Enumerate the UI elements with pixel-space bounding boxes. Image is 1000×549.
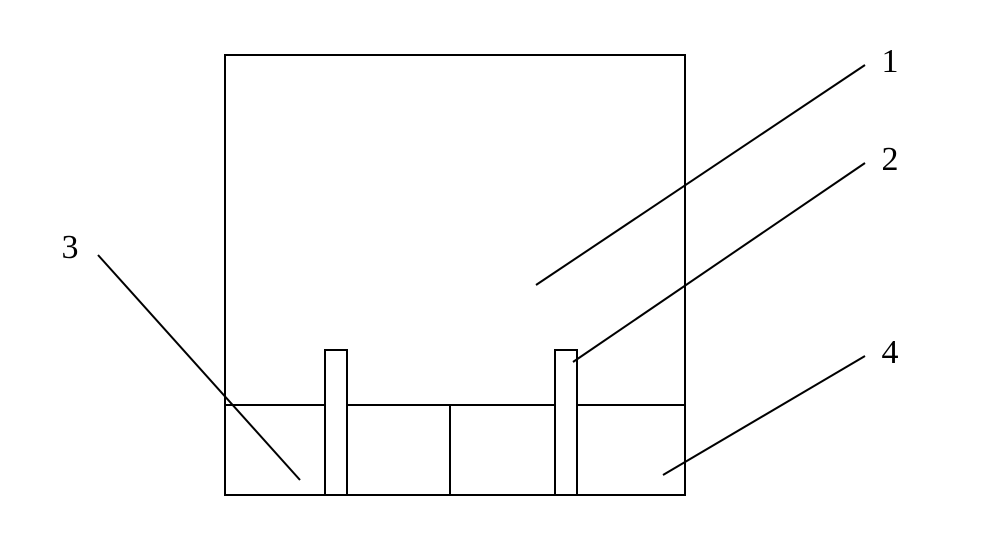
callout-label-l4: 4 [882, 334, 899, 371]
leader-line-l4 [663, 356, 865, 475]
callout-label-l1: 1 [882, 43, 899, 80]
leader-line-l3 [98, 255, 300, 480]
peg-right [555, 350, 577, 495]
leader-line-l1 [536, 65, 865, 285]
peg-left [325, 350, 347, 495]
callout-label-l2: 2 [882, 141, 899, 178]
leader-line-l2 [573, 163, 865, 362]
callout-label-l3: 3 [62, 229, 79, 266]
main-rect [225, 55, 685, 495]
